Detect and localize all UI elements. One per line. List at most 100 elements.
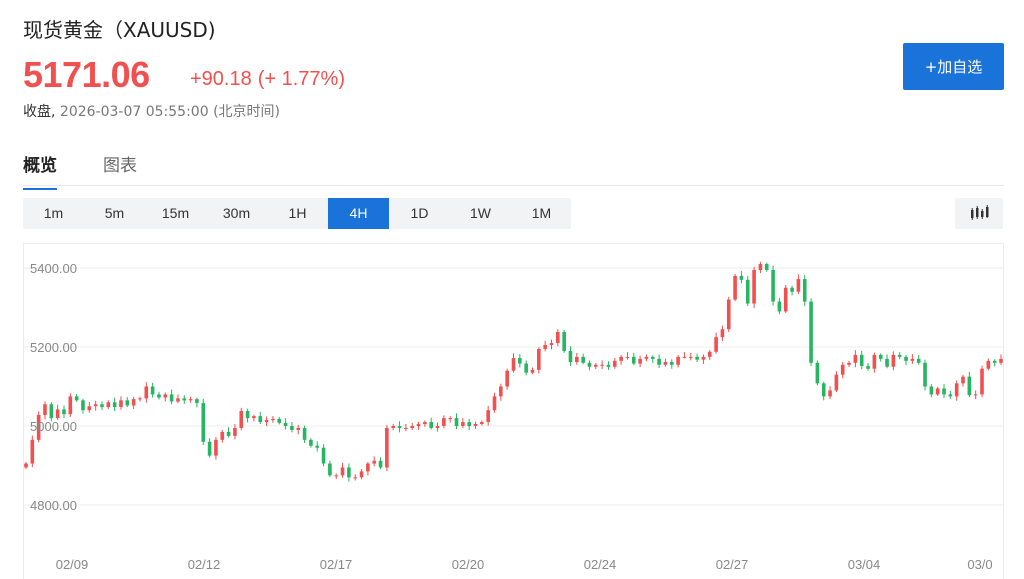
candle [309,438,313,448]
candle [125,397,130,408]
tab-chart[interactable]: 图表 [103,156,137,176]
tab-overview[interactable]: 概览 [23,151,57,190]
candle [163,392,168,402]
candle-body [543,345,547,349]
candle-body [537,348,541,370]
candle [347,463,351,482]
candle-body [511,358,516,371]
candle [929,384,934,398]
candle [556,329,560,347]
status-timestamp: 2026-03-07 05:55:00 [59,104,209,120]
candle-body [594,364,598,367]
candle [207,438,212,458]
chart-labels: 5400.00 5200.00 5000.00 4800.00 02/09 02/12 02… [30,261,993,572]
candle-body [663,362,668,365]
candle-body [100,404,104,408]
x-tick-label: 02/27 [716,557,749,572]
candle-body [802,279,807,302]
candle [777,298,782,315]
candle [220,429,225,443]
candle [492,392,497,413]
candle [524,360,528,376]
period-1d[interactable]: 1D [410,205,429,221]
candle-body [467,422,471,426]
candle [834,371,839,393]
candle-body [967,376,972,396]
candle [378,457,383,470]
candle [790,285,794,296]
candle [93,400,98,411]
candle [688,352,693,361]
candle [518,354,522,368]
candle-body [163,394,168,398]
candle [764,262,769,272]
candle [676,354,680,368]
x-tick-label: 02/12 [188,557,221,572]
candle-body [302,427,307,440]
candle-body [777,301,782,312]
candle-body [283,422,288,426]
period-30m[interactable]: 30m [222,205,251,221]
period-15m[interactable]: 15m [161,205,190,221]
candle-body [935,388,940,395]
candlestick-icon [971,205,989,220]
candle-body [954,383,959,397]
candle [562,330,566,353]
candle [537,347,541,374]
candle-body [188,399,193,401]
candle-body [201,403,206,442]
period-4h[interactable]: 4H [328,198,389,229]
candle [454,413,459,430]
candle [714,332,718,354]
change-percent: (+ 1.77%) [257,68,345,90]
candle-body [891,354,896,367]
candle-body [840,364,845,375]
candle-body [340,467,345,476]
candle [467,418,471,430]
candle-body [252,416,256,419]
candle [499,383,503,401]
candle [397,421,402,433]
period-selector: 1m 5m 15m 30m 1H 4H 1D 1W 1M [23,198,571,229]
candle [758,261,763,274]
candle-body [973,394,978,396]
candle [783,284,788,314]
period-1w[interactable]: 1W [470,205,491,221]
candle [872,352,877,373]
candle-body [644,356,649,359]
chart-type-button[interactable] [955,198,1003,229]
candle [328,460,332,477]
candle-body [859,354,864,366]
candle [745,275,750,306]
candle-body [207,441,212,456]
candle [821,381,826,401]
candle [612,358,617,369]
last-price: 5171.06 [23,54,150,95]
x-tick-label: 03/04 [848,557,881,572]
period-5m[interactable]: 5m [104,205,125,221]
candle [916,354,921,365]
x-tick-label: 03/0 [967,557,992,572]
period-1m[interactable]: 1m [43,205,64,221]
period-1mo[interactable]: 1M [531,205,552,221]
candle [391,424,396,431]
candle [878,353,883,362]
candle [581,353,585,365]
candle-body [404,427,408,429]
candle-body [878,354,883,359]
candle-body [131,399,136,406]
candle [334,473,339,479]
candle [473,421,478,429]
candle-body [980,368,984,395]
candle [461,418,465,428]
candle [809,298,813,366]
candle [214,437,218,460]
candle [980,365,984,398]
candle [55,404,60,421]
period-1h[interactable]: 1H [288,205,307,221]
candle-body [309,439,313,446]
add-watchlist-button[interactable]: +加自选 [903,43,1004,90]
candle [182,395,187,404]
candle-body [144,386,149,399]
